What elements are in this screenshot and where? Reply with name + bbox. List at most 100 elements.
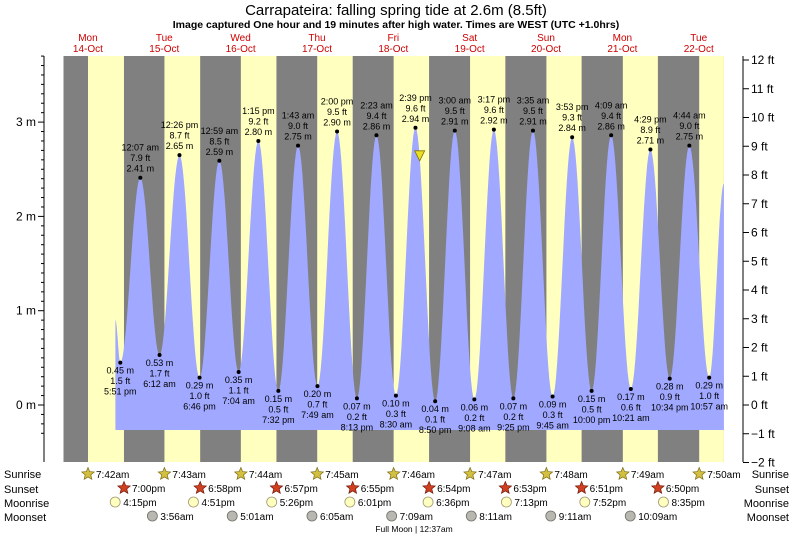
tide-dot [452,128,457,133]
day-name-label: Tue [690,33,707,44]
moonset-moon-icon [465,510,477,522]
tide-m-label: 2.75 m [676,132,704,142]
tide-dot [118,360,123,365]
row-label-right: Moonset [747,512,789,524]
day-date-label: 19-Oct [455,44,485,55]
moonrise-time-label: 7:13pm [514,498,547,509]
right-tick-label: 1 ft [751,369,768,383]
moonrise-time-label: 4:15pm [123,498,156,509]
day-name-label: Wed [230,33,250,44]
tide-dot [667,376,672,381]
tide-m-label: 2.91 m [519,117,547,127]
day-date-label: 21-Oct [607,44,637,55]
day-name-label: Sun [537,33,555,44]
tide-time-label: 10:57 am [690,402,728,412]
day-name-label: Mon [78,33,97,44]
moonset-time-label: 9:11am [559,512,592,523]
moonrise-time-label: 6:01pm [358,498,391,509]
row-label-right: Moonrise [744,498,789,510]
sunset-star-icon [193,480,208,495]
tide-ft-label: 9.4 ft [601,111,622,121]
high-tide-point: 12:26 pm8.7 ft2.65 m [161,120,199,158]
moonrise-moon-icon [266,496,278,508]
tide-ft-label: 0.5 ft [582,404,603,414]
tide-ft-label: 8.5 ft [209,136,230,146]
tide-ft-label: 1.0 ft [699,391,720,401]
tide-time-label: 3:35 am [517,96,550,106]
low-tide-point: 0.06 m0.2 ft9:08 am [458,397,491,433]
tide-time-label: 7:32 pm [262,415,295,425]
tide-ft-label: 0.7 ft [307,400,328,410]
tide-ft-label: 1.7 ft [150,369,171,379]
tide-m-label: 0.45 m [107,366,135,376]
tide-dot [177,153,182,158]
tide-m-label: 2.86 m [363,121,391,131]
moonrise-time-label: 8:35pm [671,498,704,509]
tide-dot [472,397,477,402]
tide-time-label: 5:51 pm [104,387,137,397]
tide-m-label: 2.80 m [245,127,273,137]
tide-dot [217,158,222,163]
day-labels: Mon14-OctTue15-OctWed16-OctThu17-OctFri1… [73,33,714,55]
sunrise-time-label: 7:43am [172,470,205,481]
tide-time-label: 9:08 am [458,423,491,433]
left-tick-label: 1 m [16,304,36,318]
tide-ft-label: 9.5 ft [523,106,544,116]
sunrise-star-icon [386,466,401,481]
tide-dot [276,388,281,393]
day-date-label: 14-Oct [73,44,103,55]
moonrise-moon-icon [501,496,512,508]
tide-m-label: 0.28 m [656,382,684,392]
tide-m-label: 2.65 m [166,141,194,151]
moonset-time-label: 10:09am [638,512,677,523]
tide-m-label: 0.29 m [695,381,723,391]
tide-m-label: 0.07 m [500,401,528,411]
right-tick-label: 6 ft [751,226,768,240]
low-tide-point: 0.07 m0.2 ft8:13 pm [341,396,373,432]
low-tide-point: 0.45 m1.5 ft5:51 pm [104,360,137,397]
low-tide-point: 0.35 m1.1 ft7:04 am [222,369,255,406]
right-tick-label: 4 ft [751,283,768,297]
right-tick-label: 9 ft [751,139,768,153]
sunrise-star-icon [233,466,248,481]
current-tide-marker [414,150,426,162]
tide-dot [648,147,653,152]
tide-dot [609,133,614,138]
right-tick-label: 8 ft [751,168,768,182]
moonrise-time-label: 5:26pm [280,498,313,509]
sunrise-star-icon [463,466,478,481]
tide-m-label: 0.15 m [265,394,293,404]
tide-ft-label: 0.3 ft [543,410,564,420]
right-tick-label: 12 ft [751,53,775,67]
right-tick-label: 0 ft [751,398,768,412]
row-label-left: Moonset [4,512,46,524]
tide-time-label: 4:29 pm [634,114,667,124]
tide-m-label: 0.15 m [578,394,606,404]
sunrise-time-label: 7:50am [707,470,740,481]
tide-ft-label: 9.0 ft [288,121,309,131]
left-tick-label: 2 m [16,209,36,223]
sunset-star-icon [422,480,437,495]
current-tide-triangle [414,150,426,162]
high-tide-point: 3:17 pm9.6 ft2.92 m [478,95,510,132]
sunset-time-label: 6:55pm [361,484,394,495]
high-tide-point: 3:53 pm9.3 ft2.84 m [556,102,588,140]
tide-time-label: 10:34 pm [651,403,689,413]
tide-ft-label: 0.9 ft [660,392,681,402]
tide-m-label: 0.29 m [186,381,214,391]
tide-ft-label: 1.1 ft [229,385,250,395]
tide-dot [296,143,301,148]
tide-dot [138,175,143,180]
tide-dot [530,128,535,133]
moonrise-moon-icon [188,496,199,508]
right-tick-label: 2 ft [751,341,768,355]
sunset-star-icon [650,480,665,495]
chart-title: Carrapateira: falling spring tide at 2.6… [245,2,547,19]
tide-time-label: 12:26 pm [161,120,199,130]
tide-time-label: 9:25 pm [497,422,530,432]
day-name-label: Sat [462,33,477,44]
sunset-time-label: 6:57pm [284,484,317,495]
sunset-time-label: 6:54pm [437,484,470,495]
